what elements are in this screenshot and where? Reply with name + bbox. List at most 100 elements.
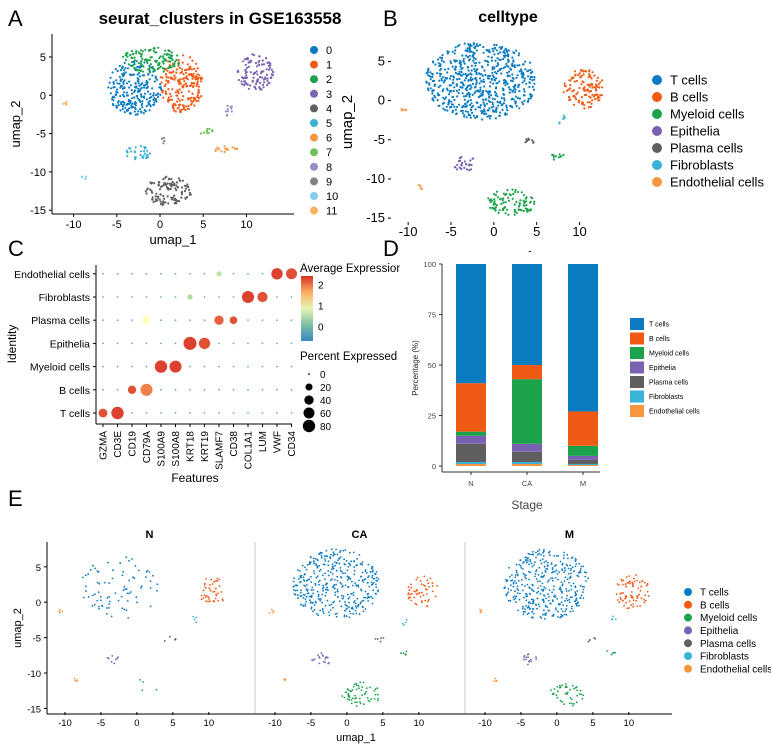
point bbox=[138, 66, 141, 69]
point bbox=[479, 104, 482, 107]
point bbox=[488, 95, 491, 98]
legend-label: 2 bbox=[326, 74, 332, 86]
point bbox=[545, 560, 547, 562]
legend-swatch bbox=[652, 143, 662, 153]
point bbox=[129, 99, 132, 103]
bar-myeloid-cells-ca bbox=[512, 379, 542, 444]
point bbox=[568, 99, 571, 102]
point bbox=[588, 85, 591, 88]
point bbox=[647, 595, 650, 597]
point bbox=[527, 612, 530, 614]
point bbox=[169, 71, 172, 74]
point bbox=[559, 560, 562, 563]
point bbox=[300, 589, 302, 592]
point bbox=[162, 200, 165, 203]
point bbox=[531, 583, 534, 586]
x-tick-label: -5 bbox=[112, 219, 122, 231]
feature-label: CD79A bbox=[142, 431, 153, 464]
point bbox=[451, 50, 454, 53]
point bbox=[158, 198, 161, 201]
point bbox=[571, 90, 574, 93]
point bbox=[355, 682, 358, 685]
point bbox=[537, 587, 539, 589]
point bbox=[514, 597, 517, 600]
point bbox=[266, 84, 269, 87]
point bbox=[546, 561, 549, 564]
panel-label-b: B bbox=[383, 6, 398, 31]
point bbox=[226, 108, 229, 111]
point bbox=[121, 66, 124, 69]
point bbox=[579, 571, 582, 573]
point bbox=[616, 583, 619, 585]
point bbox=[364, 608, 367, 610]
point bbox=[478, 61, 481, 64]
point bbox=[494, 677, 497, 680]
point bbox=[452, 76, 455, 79]
point bbox=[256, 78, 260, 81]
point bbox=[132, 64, 135, 67]
point bbox=[470, 50, 473, 53]
point bbox=[509, 194, 512, 197]
point bbox=[190, 99, 193, 102]
point bbox=[339, 567, 342, 569]
point bbox=[507, 591, 510, 593]
point bbox=[192, 72, 195, 75]
point bbox=[611, 618, 614, 621]
point bbox=[560, 601, 563, 603]
point bbox=[526, 583, 529, 586]
point bbox=[535, 656, 537, 659]
point bbox=[318, 583, 320, 586]
point bbox=[359, 681, 362, 684]
point bbox=[479, 86, 482, 89]
point bbox=[140, 587, 142, 589]
point bbox=[195, 70, 198, 73]
point bbox=[185, 75, 188, 78]
point bbox=[477, 106, 480, 109]
point bbox=[421, 601, 423, 604]
point bbox=[570, 572, 572, 575]
point bbox=[153, 101, 156, 104]
point bbox=[518, 97, 522, 100]
point bbox=[380, 637, 382, 640]
point bbox=[345, 604, 348, 607]
legend-label: Plasma cells bbox=[670, 141, 743, 156]
point bbox=[498, 80, 501, 83]
point bbox=[563, 557, 565, 559]
point bbox=[322, 612, 325, 615]
legend-label: 9 bbox=[326, 176, 332, 188]
point bbox=[496, 70, 500, 73]
point bbox=[146, 153, 149, 156]
point bbox=[496, 196, 500, 199]
point bbox=[167, 56, 170, 59]
point bbox=[186, 183, 189, 186]
point bbox=[515, 601, 517, 603]
point bbox=[180, 193, 183, 196]
feature-label: GZMA bbox=[99, 431, 110, 460]
y-tick-label: -15 bbox=[27, 704, 41, 715]
point bbox=[509, 104, 512, 108]
bar-myeloid-cells-n bbox=[456, 431, 486, 436]
point bbox=[122, 589, 125, 592]
point bbox=[364, 596, 367, 599]
cluster-0 bbox=[107, 60, 163, 116]
point bbox=[162, 96, 165, 99]
point bbox=[362, 599, 365, 602]
point bbox=[535, 551, 537, 554]
point bbox=[529, 571, 532, 574]
point bbox=[152, 574, 154, 577]
point bbox=[371, 597, 374, 599]
point bbox=[121, 100, 124, 103]
color-legend-tick: 2 bbox=[318, 280, 324, 291]
point bbox=[213, 580, 216, 583]
point bbox=[154, 94, 158, 97]
point bbox=[404, 621, 407, 624]
point bbox=[87, 573, 89, 576]
point bbox=[151, 87, 154, 90]
point bbox=[333, 600, 336, 603]
point bbox=[146, 58, 149, 62]
point bbox=[215, 593, 218, 596]
point bbox=[343, 558, 345, 561]
point bbox=[570, 698, 573, 700]
point bbox=[341, 586, 343, 588]
